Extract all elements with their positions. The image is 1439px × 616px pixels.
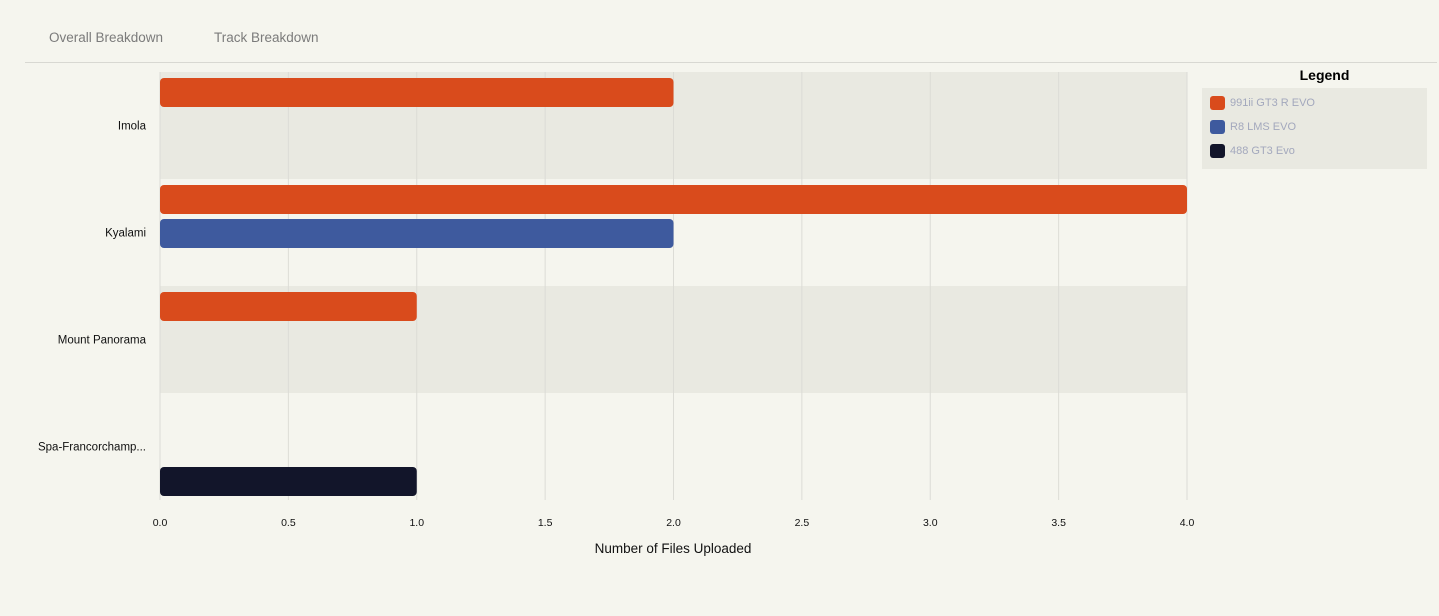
x-tick-label: 1.0 (409, 517, 424, 529)
x-axis-label: Number of Files Uploaded (595, 541, 752, 556)
category-label: Imola (118, 121, 147, 133)
legend-label: R8 LMS EVO (1230, 121, 1297, 133)
x-tick-label: 0.0 (153, 517, 168, 529)
category-label: Spa-Francorchamp... (38, 442, 146, 454)
x-tick-label: 3.0 (923, 517, 938, 529)
legend-swatch (1210, 96, 1225, 110)
bar[interactable] (160, 219, 674, 248)
category-label: Mount Panorama (58, 335, 147, 347)
bar[interactable] (160, 78, 674, 107)
legend-item-991ii-gt3-r-evo[interactable]: 991ii GT3 R EVO (1210, 95, 1315, 111)
category-label: Kyalami (105, 228, 146, 240)
category-labels: Imola Kyalami Mount Panorama Spa-Francorcha… (38, 121, 147, 454)
legend-label: 991ii GT3 R EVO (1230, 97, 1315, 109)
grid-lines (159, 72, 1188, 500)
x-tick-label: 4.0 (1180, 517, 1195, 529)
x-tick-label: 1.5 (538, 517, 553, 529)
legend-item-488-gt3-evo[interactable]: 488 GT3 Evo (1210, 143, 1295, 159)
x-tick-label: 0.5 (281, 517, 296, 529)
legend-title: Legend (1299, 67, 1350, 83)
tab-bar: Overall Breakdown Track Breakdown (25, 0, 1437, 63)
x-tick-label: 3.5 (1051, 517, 1066, 529)
x-tick-label: 2.0 (666, 517, 681, 529)
tab-overall-breakdown[interactable]: Overall Breakdown (49, 30, 164, 45)
x-tick-label: 2.5 (795, 517, 810, 529)
legend-swatch (1210, 144, 1225, 158)
tab-track-breakdown[interactable]: Track Breakdown (214, 30, 319, 45)
bar[interactable] (160, 467, 417, 496)
legend-label: 488 GT3 Evo (1230, 145, 1295, 157)
bars (160, 78, 1187, 496)
legend-swatch (1210, 120, 1225, 134)
bar[interactable] (160, 185, 1187, 214)
legend: 991ii GT3 R EVO R8 LMS EVO 488 GT3 Evo (1202, 88, 1427, 169)
x-tick-labels: 0.0 0.5 1.0 1.5 2.0 2.5 3.0 3.5 4.0 (153, 517, 1195, 529)
legend-item-r8-lms-evo[interactable]: R8 LMS EVO (1210, 119, 1296, 135)
bar[interactable] (160, 292, 417, 321)
